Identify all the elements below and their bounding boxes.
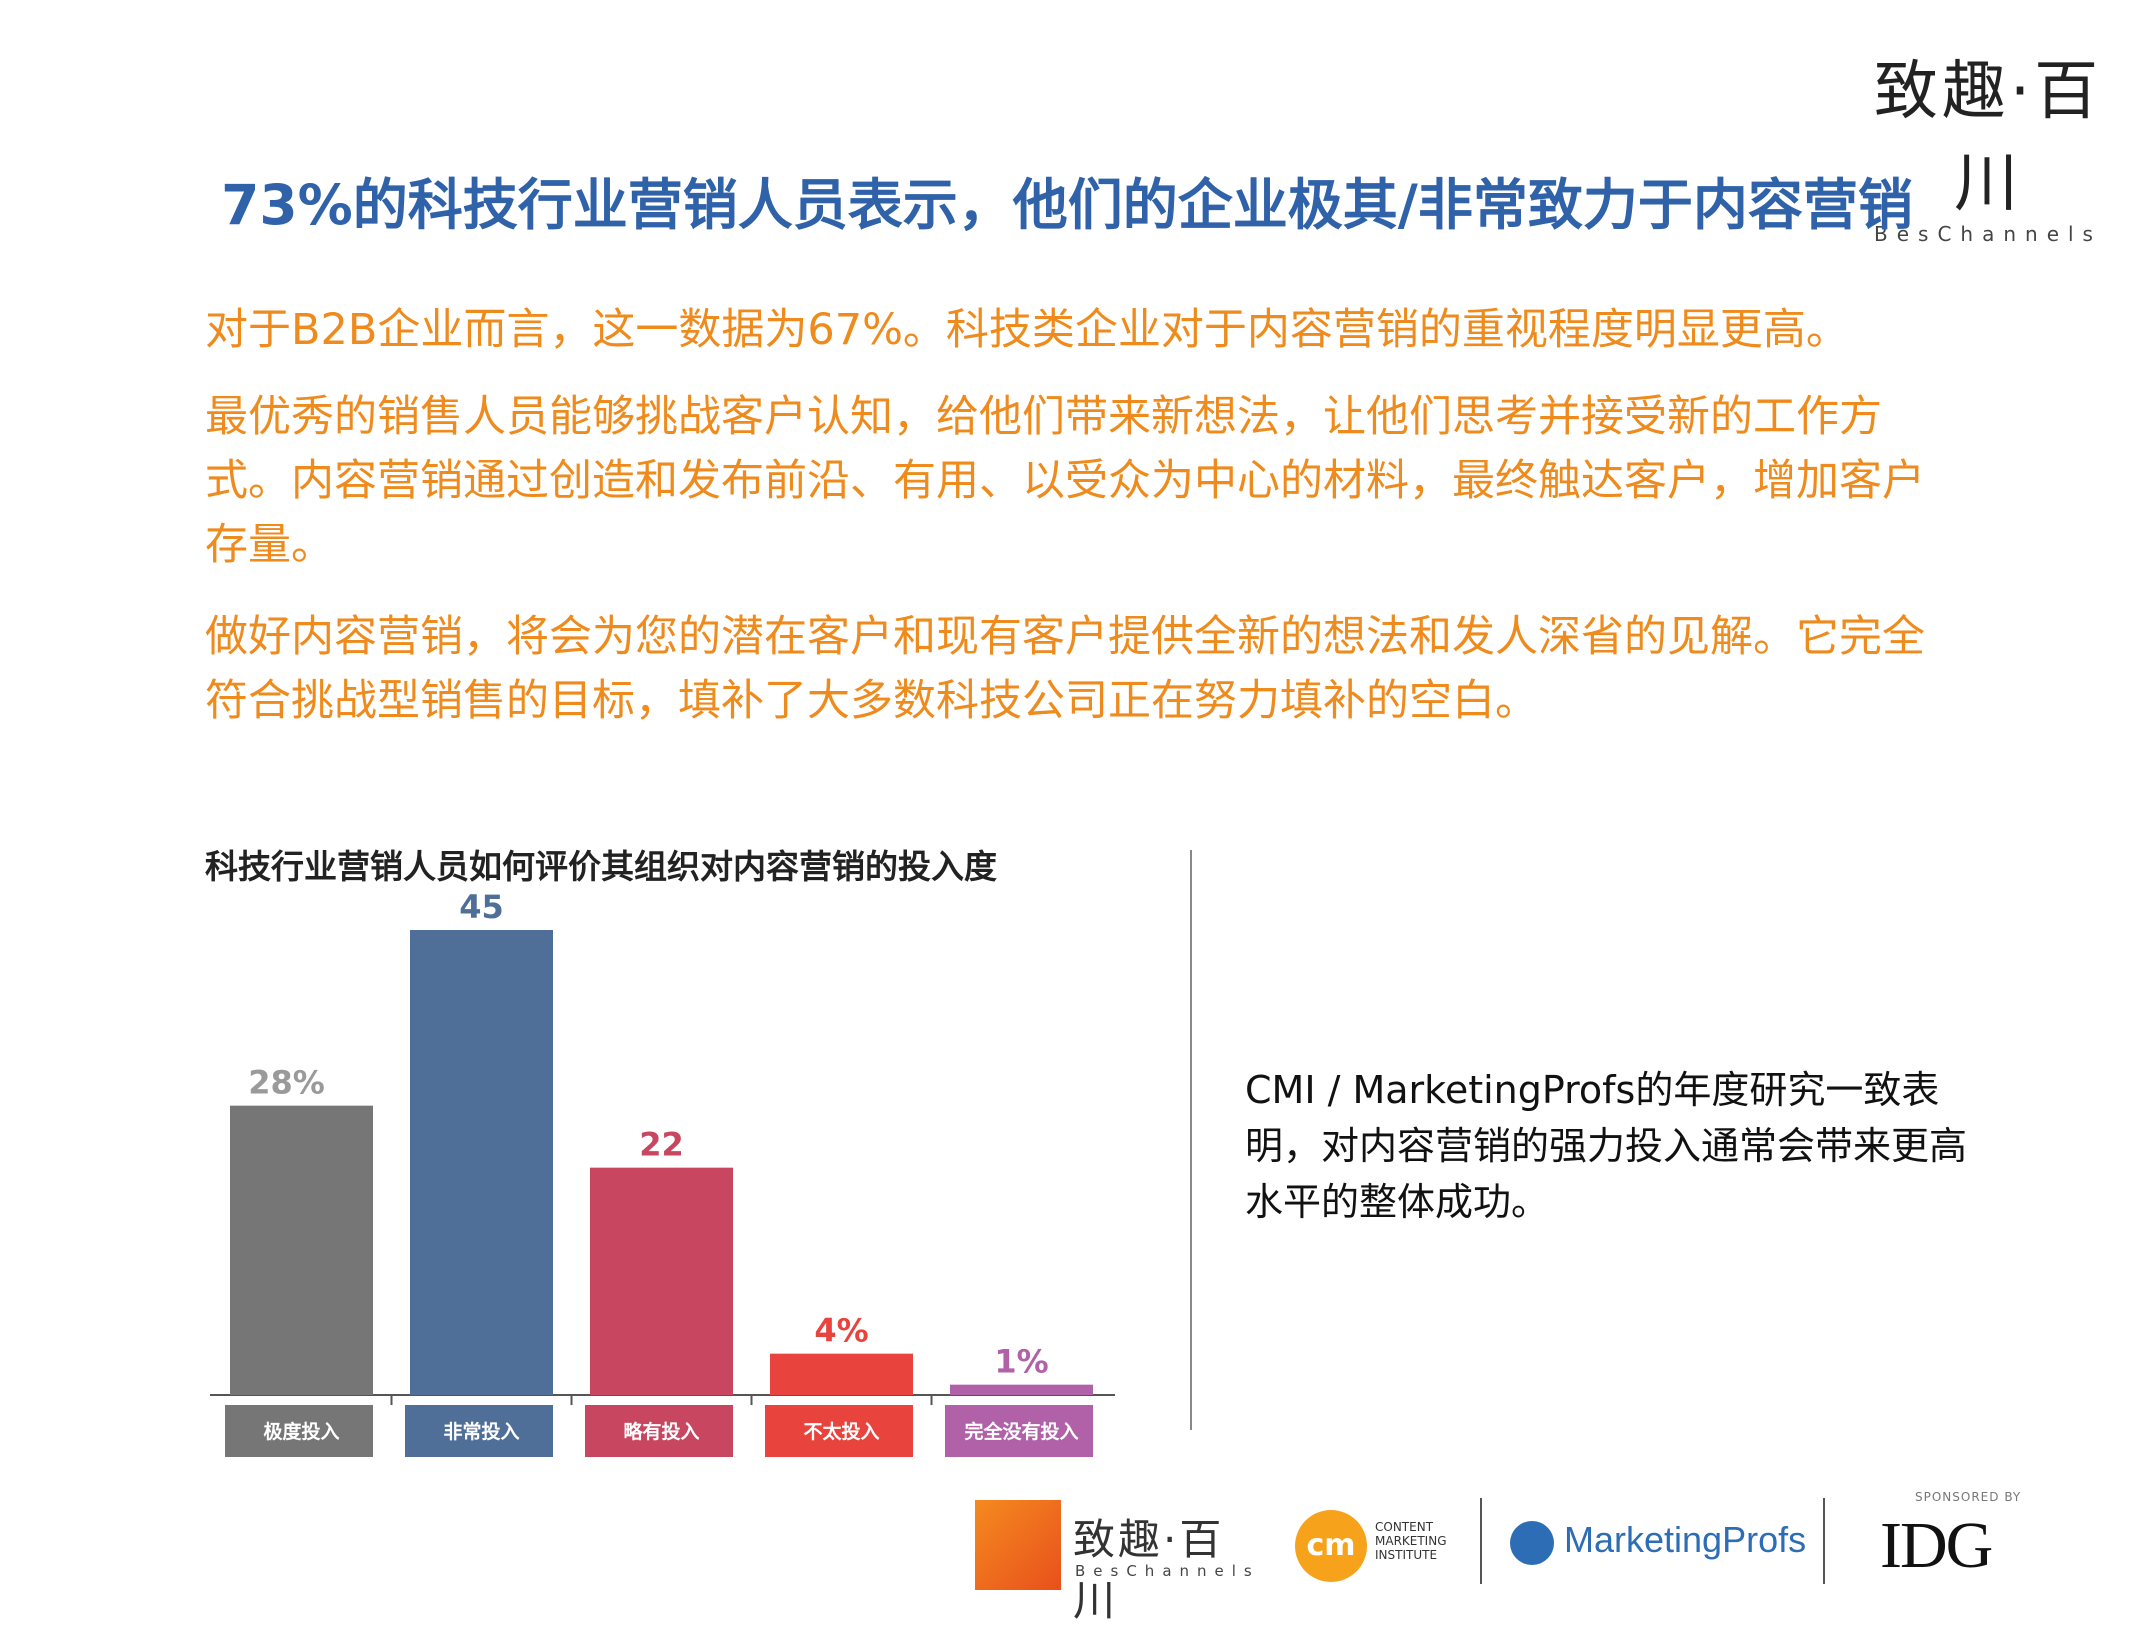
brand-en: BesChannels [1874,222,2102,246]
marketingprofs-text: MarketingProfs [1564,1519,1807,1560]
brand-logo-top: 致趣·百川 BesChannels [1868,40,2108,246]
chart-title: 科技行业营销人员如何评价其组织对内容营销的投入度 [205,847,997,886]
marketingprofs-logo: MarketingProfs [1510,1515,1820,1575]
cmi-mark-icon: cm [1295,1510,1367,1582]
footer-separator [1823,1498,1825,1584]
category-label-5: 完全没有投入 [964,1420,1078,1443]
bar-3 [590,1167,733,1395]
paragraph-1: 对于B2B企业而言，这一数据为67%。科技类企业对于内容营销的重视程度明显更高。 [205,305,1849,355]
cmi-text: CONTENT MARKETING INSTITUTE [1375,1520,1447,1562]
category-label-4: 不太投入 [803,1420,879,1443]
category-label-3: 略有投入 [623,1420,699,1443]
footer-separator [1480,1498,1482,1584]
category-box-3 [585,1405,733,1457]
paragraph-2: 最优秀的销售人员能够挑战客户认知，给他们带来新想法，让他们思考并接受新的工作方式… [205,392,1925,570]
category-label-1: 极度投入 [263,1420,339,1443]
bar-5 [950,1384,1093,1395]
category-label-2: 非常投入 [443,1420,519,1443]
bar-2 [410,930,553,1395]
idg-text: IDG [1880,1509,1993,1582]
marketingprofs-mark-icon [1510,1521,1554,1565]
category-box-4 [765,1405,913,1457]
value-label-3: 22 [639,1126,684,1164]
bar-chart: 28% 极度投入 45 非常投入 22 略有投入 4% 不太投入 1% 完全没有投入 [210,888,1115,1457]
page-headline: 73%的科技行业营销人员表示，他们的企业极其/非常致力于内容营销 [221,173,1913,237]
cmi-logo: cm CONTENT MARKETING INSTITUTE [1295,1500,1455,1590]
side-note: CMI / MarketingProfs的年度研究一致表明，对内容营销的强力投入… [1245,1068,1968,1224]
value-label-2: 45 [459,888,504,926]
vertical-divider [1190,850,1192,1430]
beschannels-en: BesChannels [1075,1562,1260,1580]
beschannels-mark-icon [975,1500,1061,1590]
paragraph-3: 做好内容营销，将会为您的潜在客户和现有客户提供全新的想法和发人深省的见解。它完全… [205,612,1925,726]
bar-4 [770,1353,913,1395]
category-box-1 [225,1405,373,1457]
idg-sponsored-label: SPONSORED BY [1915,1490,2022,1504]
brand-cn: 致趣·百川 [1873,55,2103,221]
bar-1 [230,1105,373,1395]
value-label-5: 1% [994,1343,1048,1381]
category-box-2 [405,1405,553,1457]
value-label-4: 4% [814,1312,868,1350]
idg-logo: SPONSORED BY IDG [1870,1490,2085,1595]
category-box-5 [945,1405,1093,1457]
footer-logos: 致趣·百川 BesChannels cm CONTENT MARKETING I… [975,1490,2085,1625]
beschannels-logo: 致趣·百川 BesChannels [975,1500,1265,1625]
value-label-1: 28% [248,1064,325,1102]
